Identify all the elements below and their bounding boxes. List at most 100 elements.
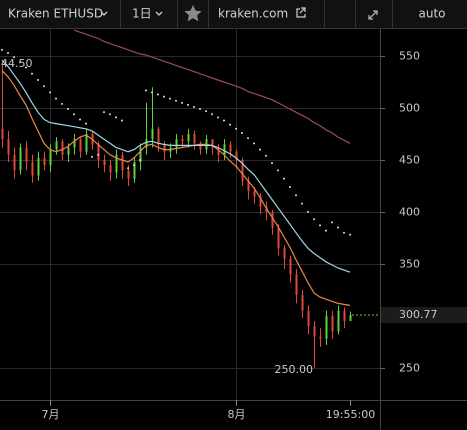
sar-dot	[7, 51, 9, 54]
high-label: 544.50	[0, 57, 33, 70]
sar-dot	[193, 105, 195, 108]
sar-dot	[343, 231, 345, 234]
sar-dot	[313, 218, 315, 221]
candle-body	[331, 315, 334, 332]
candle-body	[25, 147, 28, 163]
last-price-box	[381, 307, 467, 324]
candle-body	[187, 133, 190, 142]
candle-body	[43, 157, 46, 166]
candle-body	[109, 165, 112, 173]
sar-dot	[133, 164, 135, 167]
candle-body	[307, 310, 310, 327]
last-price-label: 300.77	[399, 308, 438, 321]
y-tick-label: 250	[399, 362, 420, 375]
moving-average	[1, 59, 351, 273]
candle-body	[85, 133, 88, 152]
chevron	[100, 11, 108, 16]
scale-button[interactable]: auto	[393, 0, 467, 28]
candle-body	[163, 144, 166, 152]
sar-dot	[259, 148, 261, 151]
candle-body	[217, 147, 220, 155]
scale-mode: auto	[418, 7, 445, 21]
candle-body	[73, 139, 76, 148]
candle-body	[223, 144, 226, 155]
sar-dot	[1, 48, 3, 51]
candle-body	[199, 143, 202, 150]
candle-body	[343, 310, 346, 322]
candle-body	[235, 151, 238, 160]
low-label: 250.00	[275, 363, 314, 376]
source-link[interactable]: kraken.com	[209, 0, 324, 28]
candle-body	[1, 128, 4, 140]
sar-dot	[19, 61, 21, 64]
interval-button[interactable]: 1日	[121, 0, 171, 28]
sar-dot	[49, 91, 51, 94]
external-icon	[296, 7, 306, 18]
y-tick-label: 550	[399, 50, 420, 63]
sar-dot	[205, 110, 207, 113]
symbol: Kraken ETHUSD	[8, 7, 103, 21]
candle-body	[241, 159, 244, 181]
sar-dot	[199, 108, 201, 111]
candle-body	[175, 139, 178, 148]
candle-body	[121, 154, 124, 171]
x-tick-label: 19:55:00	[326, 408, 375, 421]
sar-dot	[331, 221, 333, 224]
sar-dot	[139, 158, 141, 161]
candle-body	[289, 258, 292, 275]
candle-body	[295, 274, 298, 296]
candle-body	[7, 139, 10, 155]
y-tick-label: 450	[399, 154, 420, 167]
interval: 1日	[132, 7, 152, 21]
sar-dot	[145, 89, 147, 92]
sar-dot	[277, 169, 279, 172]
sar-dot	[319, 224, 321, 227]
candle-body	[115, 154, 118, 173]
sar-dot	[25, 66, 27, 69]
candle-body	[253, 191, 256, 197]
chevron	[155, 11, 163, 16]
sar-dot	[103, 111, 105, 114]
expand-button[interactable]	[356, 0, 392, 28]
plot-area: 250 350 400 450 500 550 7月 8月 19:55:00 300.77 544.…	[0, 28, 467, 430]
candle-body	[181, 139, 184, 142]
expand-icon	[368, 10, 378, 20]
sar-dot	[121, 119, 123, 122]
sar-dot	[91, 155, 93, 158]
candle-body	[337, 310, 340, 332]
sar-dot	[283, 177, 285, 180]
y-tick-label: 350	[399, 258, 420, 271]
candle-body	[145, 139, 148, 148]
candle-body	[139, 147, 142, 163]
candle-body	[211, 139, 214, 148]
sar-dot	[37, 78, 39, 81]
candle-body	[13, 154, 16, 171]
sar-dot	[127, 167, 129, 170]
source: kraken.com	[218, 7, 288, 21]
sar-dot	[265, 154, 267, 157]
symbol-button[interactable]: Kraken ETHUSD	[0, 0, 120, 28]
sar-dot	[301, 202, 303, 205]
sar-dot	[31, 72, 33, 75]
y-tick-label: 400	[399, 206, 420, 219]
sar-dot	[289, 185, 291, 188]
sar-dot	[307, 210, 309, 213]
sar-dot	[235, 127, 237, 130]
sar-dot	[169, 97, 171, 100]
sar-dot	[217, 116, 219, 119]
sar-dot	[187, 103, 189, 106]
candle-body	[301, 295, 304, 311]
candle-body	[133, 162, 136, 179]
toolbar: Kraken ETHUSD 1日 kraken.com auto	[0, 0, 467, 29]
favorite-button[interactable]	[178, 0, 208, 28]
sar-dot	[97, 153, 99, 156]
candle-body	[247, 180, 250, 192]
candle-body	[97, 144, 100, 160]
candle-body	[193, 133, 196, 144]
x-tick-label: 8月	[228, 408, 246, 421]
sar-dot	[13, 56, 15, 59]
sar-dot	[295, 194, 297, 197]
candle-body	[79, 139, 82, 152]
candle-body	[49, 149, 52, 166]
